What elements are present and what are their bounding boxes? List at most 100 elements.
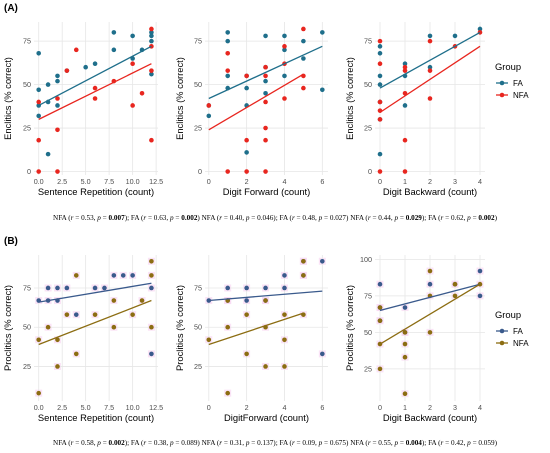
chart-a-2: 0 2 4 6 0 25 50 75 Digit Forward (count) Enclitic… [174,22,328,197]
data-point-nfa [244,73,249,79]
fit-line-fa [208,45,323,100]
stats-segment: ) [494,214,497,222]
stats-segment: p [245,214,250,222]
data-point-nfa [73,351,79,357]
x-tick-label: 12.5 [149,403,163,412]
legend-key-dot [499,80,505,86]
fit-line-fa [208,290,323,302]
data-point-nfa [55,96,60,101]
stats-segment: p [318,214,323,222]
x-tick-label: 0.0 [34,403,44,412]
stats-segment: = 0.059) [470,439,497,447]
data-point-nfa [55,169,60,174]
x-tick-label: 4 [282,177,286,186]
data-point-nfa [111,324,117,330]
x-tick-label: 6 [320,177,324,186]
data-point-fa [263,78,268,84]
x-tick-label: 10.0 [126,403,140,412]
data-point-nfa [377,318,383,324]
data-point-nfa [73,47,79,53]
data-point-nfa [263,125,268,131]
data-point-nfa [92,312,98,317]
data-point-fa [73,312,79,317]
y-tick-label: 50 [364,80,372,89]
data-point-nfa [282,364,287,369]
data-point-nfa [149,273,154,278]
data-point-fa [402,103,408,108]
data-point-fa [36,87,41,93]
x-axis-label: Digit Forward (count) [223,186,311,197]
data-point-fa [111,47,117,53]
data-point-nfa [263,137,268,143]
data-point-fa [402,61,408,67]
data-point-nfa [36,137,41,143]
data-point-fa [377,50,383,56]
y-tick-label: 25 [23,124,31,133]
stats-segment: = 0.137); FA ( [249,439,292,447]
legend-key-dot [499,92,505,98]
y-tick-label: 0 [198,167,202,176]
stats-segment: p [394,439,399,447]
stats-segment: r [440,214,444,222]
x-tick-label: 0 [378,403,382,412]
stats-segment: NFA ( [201,214,220,222]
data-point-fa [120,273,126,278]
legend-key-dot [499,340,505,346]
data-point-nfa [130,103,135,108]
y-tick-label: 75 [364,291,372,300]
x-tick-label: 2 [428,403,432,412]
data-point-fa [149,33,154,39]
stats-segment: p [467,214,471,222]
data-point-nfa [225,324,231,330]
data-point-nfa [111,298,117,303]
data-point-nfa [402,341,408,347]
data-point-nfa [149,137,154,143]
y-tick-label: 50 [194,323,202,332]
x-tick-label: 0.0 [34,177,44,186]
stats-segment: 0.004 [405,439,422,447]
y-axis-label: Enclitics (% correct) [2,57,13,140]
data-point-nfa [402,354,408,360]
x-tick-label: 7.5 [104,177,114,186]
y-axis-label: Enclitics (% correct) [174,57,185,140]
data-point-nfa [206,103,212,108]
data-point-nfa [36,390,41,396]
stats-segment: = [398,214,406,222]
plot-background [34,255,158,401]
data-point-nfa [377,305,383,310]
x-tick-label: 1 [403,403,407,412]
x-axis-label: Sentence Repetition (count) [38,186,154,197]
data-point-nfa [263,169,268,174]
data-point-fa [452,33,458,39]
stats-segment: = 0.62, [443,214,468,222]
data-point-nfa [301,26,306,32]
data-point-nfa [92,96,98,101]
stats-segment: p [169,214,174,222]
panel-label-a: (A) [4,3,18,14]
stats-segment: = [100,439,109,447]
data-point-nfa [225,50,231,56]
x-tick-label: 4 [282,403,286,412]
stats-row-b: NFA (r = 0.58, p = 0.002); FA (r = 0.38,… [0,439,550,447]
data-point-fa [111,30,117,35]
data-point-nfa [225,390,231,396]
data-point-nfa [64,312,70,317]
legend-entry-nfa: NFA [513,339,529,348]
x-tick-label: 1 [403,177,407,186]
data-point-nfa [206,337,212,343]
legend-title: Group [495,61,521,72]
data-point-nfa [377,117,383,122]
x-tick-label: 3 [453,403,457,412]
data-point-fa [55,73,60,79]
stats-segment: ); FA ( [124,439,144,447]
stats-segment: ) [197,214,202,222]
stats-segment: r [291,439,295,447]
stats-segment: r [219,439,223,447]
data-point-fa [301,38,306,44]
data-point-fa [55,285,60,291]
fit-line-fa [379,283,481,312]
stats-segment: p [245,439,250,447]
stats-segment: = 0.55, [370,439,395,447]
data-point-fa [225,38,231,44]
data-point-nfa [225,169,231,174]
